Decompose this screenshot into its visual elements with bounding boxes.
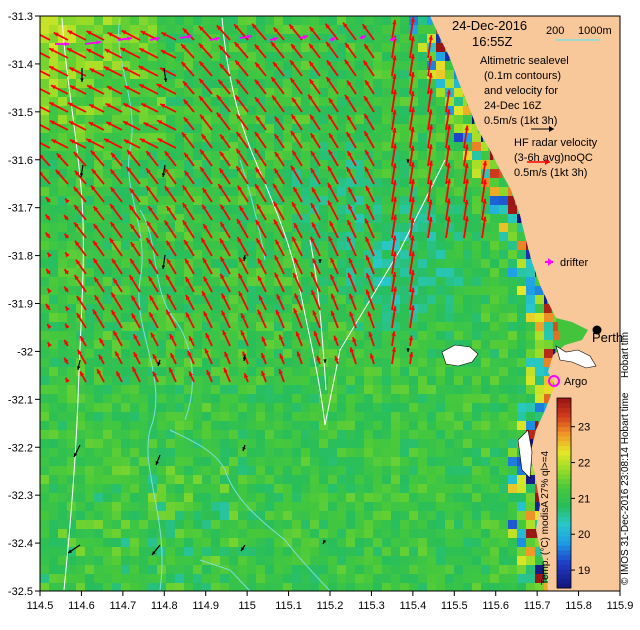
drifter-legend-arrow [545, 258, 553, 266]
lon-tick-label: 115.7 [524, 600, 551, 612]
lat-tick-label: -31.5 [8, 107, 33, 119]
lon-tick-label: 115.8 [565, 600, 592, 612]
bathy-label-1000: 1000m [578, 25, 612, 37]
lon-tick-label: 115.6 [482, 600, 509, 612]
lat-tick-label: -31.3 [8, 11, 33, 23]
lat-tick-label: -31.9 [8, 299, 33, 311]
swan-river [555, 345, 597, 369]
lon-tick-label: 115 [238, 600, 256, 612]
lon-tick-label: 114.7 [109, 600, 136, 612]
lat-tick-label: -31.8 [8, 251, 33, 263]
lon-tick-label: 115.5 [441, 600, 468, 612]
map-date: 24-Dec-2016 [452, 18, 527, 33]
altimetry-line-5: 0.5m/s (1kt 3h) [484, 115, 557, 127]
lat-tick-label: -31.4 [8, 59, 33, 71]
colorbar-tick-label: 19 [578, 565, 590, 577]
colorbar-tick-label: 23 [578, 422, 590, 434]
lat-tick-label: -32 [17, 346, 33, 358]
argo-label: Argo [564, 376, 587, 388]
lat-tick-label: -32.5 [8, 586, 33, 598]
altimetry-line-1: Altimetric sealevel [480, 55, 569, 67]
lon-tick-label: 114.9 [192, 600, 219, 612]
lat-tick-label: -32.4 [8, 538, 33, 550]
map-time: 16:55Z [472, 34, 513, 49]
drifter-tracks [55, 34, 397, 47]
temperature-colorbar: 19 20 21 22 23 [556, 397, 590, 589]
lon-tick-label: 115.4 [399, 600, 426, 612]
hf-radar-scale-arrow [527, 159, 550, 165]
land-mainland [430, 16, 620, 591]
hf-radar-vectors [40, 17, 487, 383]
lat-tick-label: -32.1 [8, 394, 33, 406]
hf-radar-line-1: HF radar velocity [514, 137, 598, 149]
perth-marker [592, 325, 602, 335]
lon-tick-label: 115.1 [275, 600, 302, 612]
argo-marker [548, 375, 560, 387]
imos-credit: © IMOS 31-Dec-2016 23:08:14 Hobart time [620, 392, 631, 585]
drifter-label: drifter [560, 257, 588, 269]
lon-tick-label: 114.5 [27, 600, 54, 612]
altimetric-vectors [67, 67, 410, 556]
lon-tick-label: 114.6 [68, 600, 95, 612]
lat-tick-label: -31.7 [8, 203, 33, 215]
rottnest-island [441, 344, 479, 367]
lon-tick-label: 114.8 [151, 600, 178, 612]
longitude-axis: 114.5 114.6 114.7 114.8 114.9 115 115.1 115.2 11… [27, 591, 634, 612]
hobart-label: Hobart tim [620, 332, 631, 378]
perth-label: Perth [592, 330, 623, 345]
latitude-axis: -31.3 -31.4 -31.5 -31.6 -31.7 -31.8 -31.9 -32 -3… [8, 11, 40, 598]
bathy-label-200: 200 [546, 25, 564, 37]
map-plot-area: 19 20 21 22 23 [40, 16, 620, 591]
lat-tick-label: -32.3 [8, 490, 33, 502]
altimetry-line-2: (0.1m contours) [484, 70, 561, 82]
lat-tick-label: -31.6 [8, 155, 33, 167]
lon-tick-label: 115.9 [607, 600, 634, 612]
altimetry-line-4: 24-Dec 16Z [484, 100, 542, 112]
altimetry-scale-arrow [531, 126, 554, 132]
altimetry-line-3: and velocity for [484, 85, 558, 97]
colorbar-label: Temp. (°C) modisA 27% ql>=4 [540, 451, 551, 585]
lat-tick-label: -32.2 [8, 442, 33, 454]
lon-tick-label: 115.2 [317, 600, 344, 612]
hf-radar-line-3: 0.5m/s (1kt 3h) [514, 167, 587, 179]
lon-tick-label: 115.3 [358, 600, 385, 612]
colorbar-tick-label: 21 [578, 493, 590, 505]
colorbar-tick-label: 20 [578, 529, 590, 541]
hf-radar-line-2: (3-6h avg)noQC [514, 152, 593, 164]
colorbar-tick-label: 22 [578, 458, 590, 470]
garden-island [517, 429, 533, 479]
